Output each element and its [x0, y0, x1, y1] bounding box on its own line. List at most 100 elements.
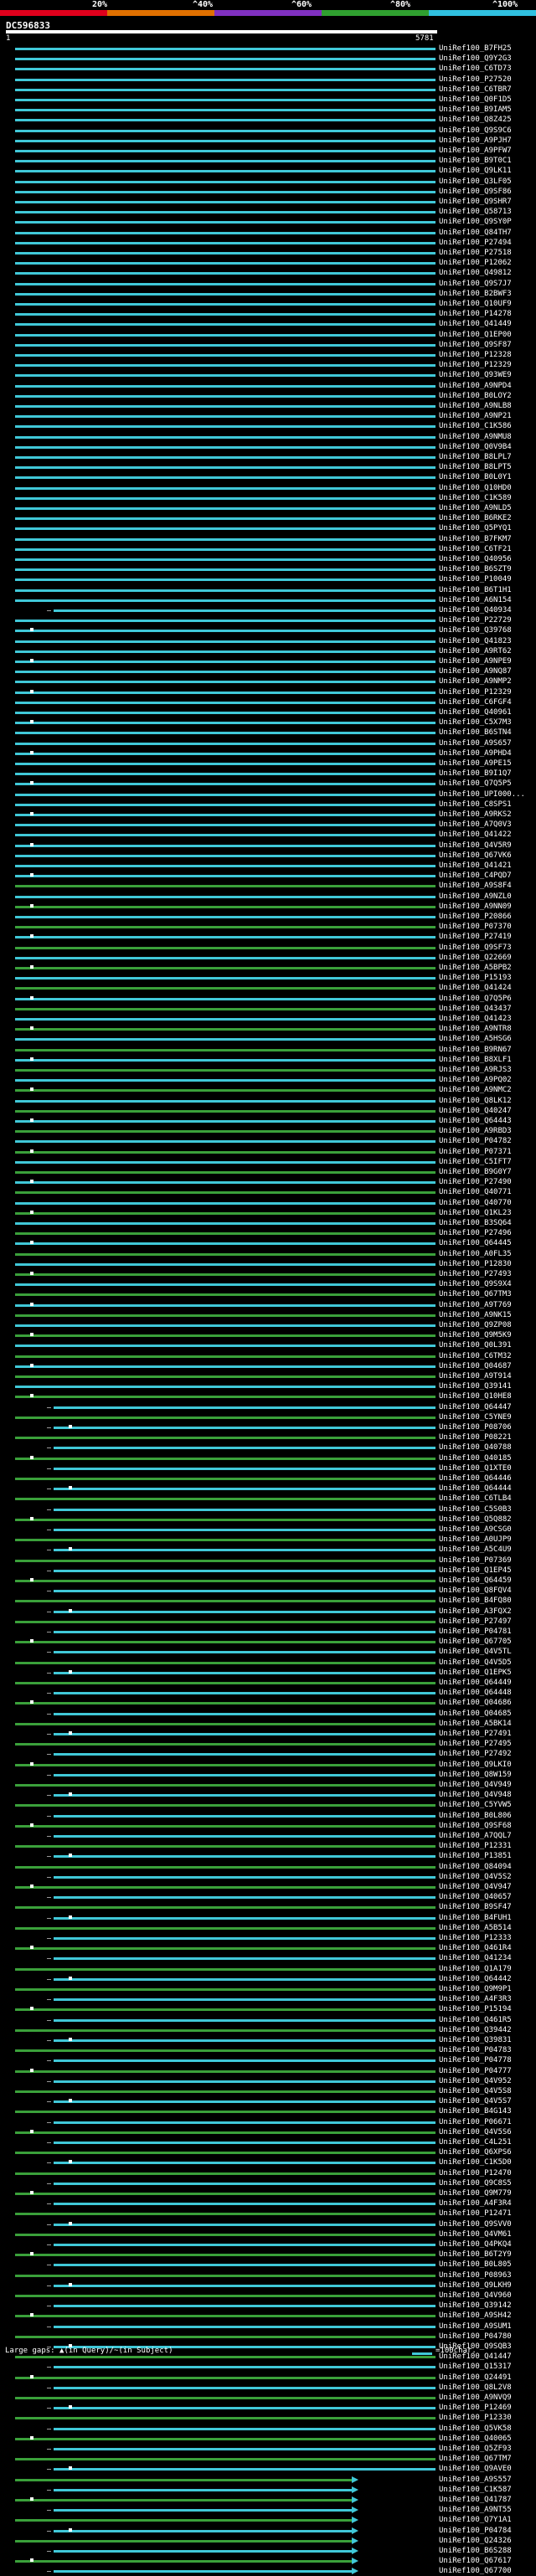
hit-row[interactable]: UniRef100_C5X7M3 [0, 717, 536, 728]
hit-label[interactable]: UniRef100_B0L805 [439, 2260, 512, 2270]
hit-row[interactable]: UniRef100_P10049 [0, 574, 536, 584]
hit-row[interactable]: UniRef100_Q9LKH9 [0, 2280, 536, 2291]
hit-row[interactable]: UniRef100_P12830 [0, 1259, 536, 1269]
hit-bar[interactable] [15, 1600, 436, 1603]
hit-row[interactable]: UniRef100_P27493 [0, 1269, 536, 1279]
hit-label[interactable]: UniRef100_A9RKS2 [439, 810, 512, 819]
hit-row[interactable]: UniRef100_P12062 [0, 258, 536, 268]
hit-row[interactable]: UniRef100_B8XLF1 [0, 1055, 536, 1065]
hit-label[interactable]: UniRef100_Q40185 [439, 1453, 512, 1463]
hit-bar[interactable] [54, 2407, 436, 2410]
hit-bar[interactable] [54, 1671, 436, 1674]
hit-label[interactable]: UniRef100_Q04686 [439, 1699, 512, 1708]
hit-row[interactable]: UniRef100_Q64459 [0, 1576, 536, 1586]
hit-bar[interactable] [15, 1539, 436, 1542]
hit-bar[interactable] [15, 2090, 436, 2093]
hit-label[interactable]: UniRef100_Q7Y1A1 [439, 2516, 512, 2525]
hit-label[interactable]: UniRef100_Q1EPK5 [439, 1668, 512, 1677]
hit-label[interactable]: UniRef100_Q24491 [439, 2373, 512, 2382]
hit-row[interactable]: UniRef100_B2BWF3 [0, 289, 536, 299]
hit-label[interactable]: UniRef100_Q1EP45 [439, 1566, 512, 1575]
hit-row[interactable]: UniRef100_Q9SY0P [0, 217, 536, 227]
hit-label[interactable]: UniRef100_A9S557 [439, 2475, 512, 2484]
hit-label[interactable]: UniRef100_P04782 [439, 1137, 512, 1146]
hit-bar[interactable] [54, 1631, 436, 1633]
hit-bar[interactable] [54, 1794, 436, 1797]
hit-bar[interactable] [15, 1886, 436, 1889]
hit-bar[interactable] [54, 2325, 436, 2328]
hit-label[interactable]: UniRef100_P12329 [439, 687, 512, 697]
hit-label[interactable]: UniRef100_Q39831 [439, 2036, 512, 2044]
hit-row[interactable]: UniRef100_Q4VM61 [0, 2229, 536, 2239]
hit-row[interactable]: UniRef100_A9NMU8 [0, 432, 536, 442]
hit-label[interactable]: UniRef100_Q39142 [439, 2301, 512, 2311]
hit-label[interactable]: UniRef100_B9SF47 [439, 1903, 512, 1912]
hit-row[interactable]: UniRef100_A9NPD4 [0, 381, 536, 391]
hit-label[interactable]: UniRef100_A9NMP2 [439, 677, 512, 686]
hit-label[interactable]: UniRef100_P12830 [439, 1259, 512, 1268]
hit-row[interactable]: UniRef100_Q10UF9 [0, 299, 536, 309]
hit-bar[interactable] [15, 2152, 436, 2155]
hit-row[interactable]: UniRef100_Q4V949 [0, 1780, 536, 1790]
hit-label[interactable]: UniRef100_A9PJH7 [439, 136, 512, 145]
hit-bar[interactable] [54, 2570, 352, 2573]
hit-label[interactable]: UniRef100_Q40657 [439, 1893, 512, 1902]
hit-label[interactable]: UniRef100_Q58713 [439, 208, 512, 217]
hit-label[interactable]: UniRef100_Q9M9P1 [439, 1985, 512, 1993]
hit-bar[interactable] [15, 476, 436, 480]
hit-label[interactable]: UniRef100_Q4V5S6 [439, 2127, 512, 2136]
hit-bar[interactable] [15, 568, 436, 572]
hit-label[interactable]: UniRef100_A9T914 [439, 1372, 512, 1381]
hit-row[interactable]: UniRef100_P08963 [0, 2270, 536, 2280]
hit-bar[interactable] [15, 262, 436, 265]
hit-label[interactable]: UniRef100_UPI000... [439, 789, 525, 799]
hit-bar[interactable] [15, 1028, 436, 1031]
hit-bar[interactable] [15, 2008, 436, 2012]
hit-row[interactable]: UniRef100_Q10HD0 [0, 483, 536, 493]
hit-label[interactable]: UniRef100_Q9SHR7 [439, 198, 512, 206]
hit-label[interactable]: UniRef100_Q461R4 [439, 1944, 512, 1953]
hit-label[interactable]: UniRef100_Q04687 [439, 1361, 512, 1370]
hit-row[interactable]: UniRef100_A0FL35 [0, 1249, 536, 1259]
hit-label[interactable]: UniRef100_B7FH25 [439, 44, 512, 53]
hit-label[interactable]: UniRef100_Q4V952 [439, 2076, 512, 2085]
hit-row[interactable]: UniRef100_Q67TM7 [0, 2454, 536, 2464]
hit-row[interactable]: UniRef100_P27497 [0, 1617, 536, 1627]
hit-label[interactable]: UniRef100_Q4V947 [439, 1883, 512, 1891]
hit-bar[interactable] [54, 2244, 436, 2246]
hit-label[interactable]: UniRef100_Q41823 [439, 636, 512, 645]
hit-label[interactable]: UniRef100_P15193 [439, 974, 512, 983]
hit-row[interactable]: UniRef100_Q64444 [0, 1483, 536, 1494]
hit-label[interactable]: UniRef100_Q4V5D5 [439, 1658, 512, 1667]
hit-label[interactable]: UniRef100_C6TD73 [439, 64, 512, 74]
hit-bar[interactable] [15, 2295, 436, 2297]
hit-row[interactable]: UniRef100_Q67VK6 [0, 851, 536, 861]
hit-row[interactable]: UniRef100_Q1EP00 [0, 330, 536, 340]
hit-bar[interactable] [15, 150, 436, 152]
hit-row[interactable]: UniRef100_P06671 [0, 2117, 536, 2127]
hit-label[interactable]: UniRef100_Q0L391 [439, 1341, 512, 1350]
hit-row[interactable]: UniRef100_B7FH25 [0, 44, 536, 54]
hit-bar[interactable] [15, 1763, 436, 1766]
hit-row[interactable]: UniRef100_Q8FQV4 [0, 1586, 536, 1596]
hit-row[interactable]: UniRef100_Q5ZF93 [0, 2444, 536, 2454]
hit-bar[interactable] [54, 1427, 436, 1429]
hit-label[interactable]: UniRef100_A3FQX2 [439, 1607, 512, 1616]
hit-label[interactable]: UniRef100_C1K589 [439, 493, 512, 502]
hit-row[interactable]: UniRef100_A9S8F4 [0, 881, 536, 891]
hit-bar[interactable] [15, 58, 436, 61]
hit-row[interactable]: UniRef100_Q64446 [0, 1473, 536, 1483]
hit-row[interactable]: UniRef100_Q4V5D5 [0, 1658, 536, 1668]
hit-bar[interactable] [15, 364, 436, 368]
hit-label[interactable]: UniRef100_P04784 [439, 2526, 512, 2535]
hit-row[interactable]: UniRef100_B4FQ80 [0, 1596, 536, 1606]
hit-row[interactable]: UniRef100_P27494 [0, 238, 536, 248]
hit-bar[interactable] [15, 1252, 436, 1256]
hit-row[interactable]: UniRef100_Q41823 [0, 636, 536, 646]
hit-bar[interactable] [15, 343, 436, 347]
hit-label[interactable]: UniRef100_Q10HD0 [439, 483, 512, 492]
hit-label[interactable]: UniRef100_P22729 [439, 616, 512, 625]
hit-row[interactable]: UniRef100_Q64449 [0, 1678, 536, 1688]
hit-label[interactable]: UniRef100_P27518 [439, 249, 512, 257]
hit-label[interactable]: UniRef100_A9PQ02 [439, 1076, 512, 1085]
